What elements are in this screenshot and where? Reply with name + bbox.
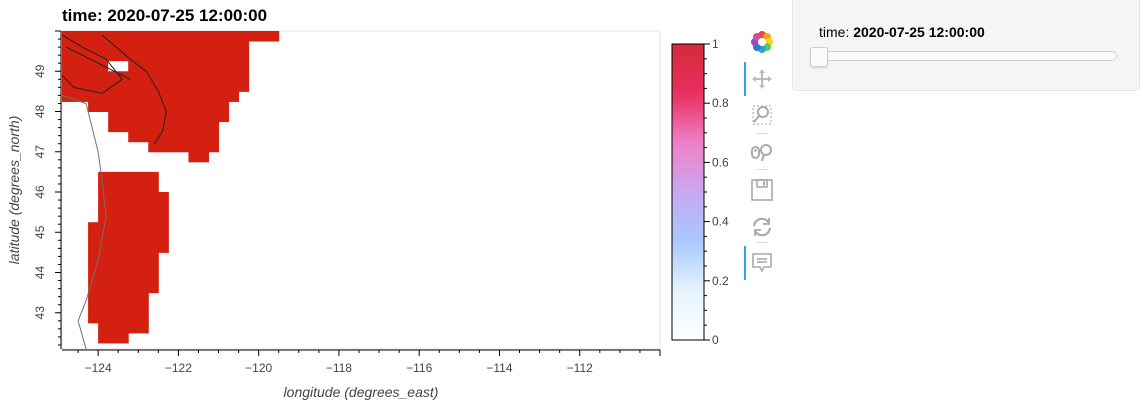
colorbar-ticks: 0 0.2 0.4 0.6 0.8 1 xyxy=(704,37,729,347)
x-tick-label: −116 xyxy=(406,361,432,375)
coastline-0 xyxy=(62,94,107,349)
coastline-2 xyxy=(101,34,167,144)
heatmap-cell-row-3 xyxy=(62,61,250,72)
y-axis: 43 44 45 46 47 48 49 xyxy=(33,30,62,349)
heatmap-cell-row-4 xyxy=(62,71,250,82)
heatmap-cell-row-11 xyxy=(148,141,220,153)
heatmap-cell-row-27 xyxy=(88,312,149,324)
slider-label: time: 2020-07-25 12:00:00 xyxy=(819,24,985,40)
heatmap-cell-row-1 xyxy=(62,41,250,52)
colorbar-tick-label: 0.4 xyxy=(712,215,729,229)
heatmap-empty-cell-0 xyxy=(108,61,129,72)
colorbar-tick-label: 0.6 xyxy=(712,155,729,169)
y-tick-label: 45 xyxy=(33,225,47,239)
coastlines xyxy=(62,34,167,349)
heatmap-cell-row-15 xyxy=(98,192,169,203)
colorbar-tick-label: 0.8 xyxy=(712,96,729,110)
heatmap-cell-row-14 xyxy=(98,181,159,193)
heatmap-cell-row-21 xyxy=(88,252,159,263)
heatmap-cell-row-6 xyxy=(62,91,240,102)
heatmap-cell-row-10 xyxy=(128,131,220,143)
reset-tool-icon[interactable] xyxy=(748,213,776,241)
save-tool-icon[interactable] xyxy=(748,176,776,204)
heatmap-cell-row-29 xyxy=(98,332,129,344)
x-tick-label: −114 xyxy=(486,361,512,375)
heatmap-cell-row-13 xyxy=(98,171,159,183)
y-tick-label: 46 xyxy=(33,185,47,199)
heatmap-cell-row-12 xyxy=(188,151,209,163)
colorbar-tick-label: 0 xyxy=(712,333,719,347)
y-tick-label: 49 xyxy=(33,64,47,78)
colorbar-tick-label: 0.2 xyxy=(712,274,729,288)
box-zoom-tool-icon[interactable] xyxy=(748,101,776,129)
y-tick-label: 44 xyxy=(33,266,47,280)
y-axis-label: latitude (degrees_north) xyxy=(6,116,22,265)
colorbar-tick-label: 1 xyxy=(712,37,719,51)
heatmap-cell-row-16 xyxy=(98,202,169,213)
heatmap-cell-row-7 xyxy=(88,101,230,113)
time-slider-handle[interactable] xyxy=(810,47,828,67)
toolbar xyxy=(744,26,780,286)
heatmap-cell-row-2 xyxy=(62,51,250,62)
heatmap-cell-row-18 xyxy=(88,222,169,233)
widget-panel: time: 2020-07-25 12:00:00 xyxy=(792,0,1140,91)
slider-value: 2020-07-25 12:00:00 xyxy=(853,24,985,40)
x-tick-label: −118 xyxy=(326,361,352,375)
y-tick-label: 43 xyxy=(33,306,47,320)
plot-title: time: 2020-07-25 12:00:00 xyxy=(62,6,268,25)
heatmap-cell-row-22 xyxy=(88,262,159,274)
hover-tool-icon[interactable] xyxy=(748,249,776,277)
heatmap-cell-row-8 xyxy=(108,111,230,123)
heatmap-cell-row-24 xyxy=(88,282,159,294)
x-tick-label: −122 xyxy=(165,361,192,375)
x-tick-label: −112 xyxy=(567,361,593,375)
heatmap-cell-row-23 xyxy=(88,272,159,284)
x-tick-label: −120 xyxy=(245,361,272,375)
y-tick-label: 47 xyxy=(33,145,47,159)
x-axis: −124 −122 −120 −118 −116 −114 −112 xyxy=(62,349,661,375)
colorbar xyxy=(671,43,705,341)
wheel-zoom-tool-icon[interactable] xyxy=(748,139,776,167)
heatmap-cell-row-28 xyxy=(98,322,149,334)
time-slider-track[interactable] xyxy=(811,51,1117,61)
pan-tool-icon[interactable] xyxy=(748,65,776,93)
y-tick-label: 48 xyxy=(33,105,47,119)
main-chart[interactable]: −124 −122 −120 −118 −116 −114 −112 43444546474… xyxy=(0,0,740,405)
heatmap-cell-row-17 xyxy=(98,212,169,223)
x-tick-label: −124 xyxy=(85,361,112,375)
heatmap-cell-row-26 xyxy=(88,302,149,314)
heatmap-cell-row-0 xyxy=(62,31,280,42)
coastline-3 xyxy=(65,46,131,80)
bokeh-logo-icon xyxy=(748,28,776,56)
heatmap-cells xyxy=(62,31,280,344)
coastline-1 xyxy=(62,34,123,94)
x-axis-label: longitude (degrees_east) xyxy=(284,384,439,400)
heatmap-cell-row-19 xyxy=(88,232,169,243)
heatmap-cell-row-20 xyxy=(88,242,169,253)
heatmap-cell-row-25 xyxy=(88,292,149,304)
